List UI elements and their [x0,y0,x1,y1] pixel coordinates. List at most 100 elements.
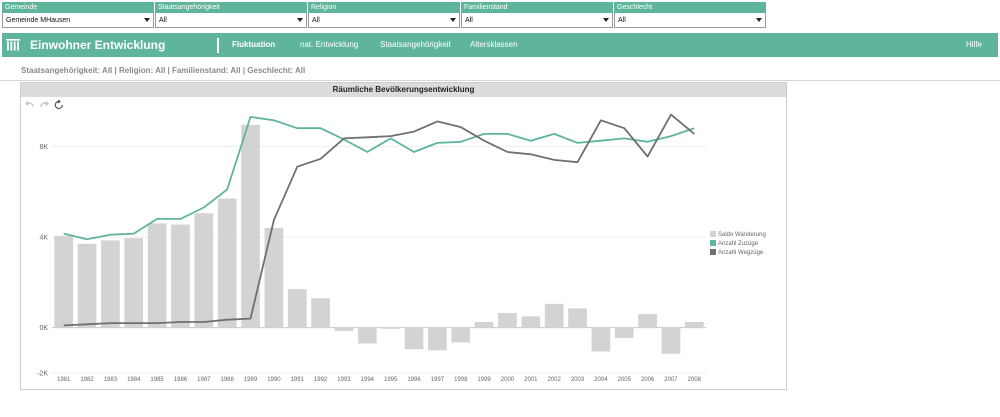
x-tick-label: 1998 [454,377,468,383]
filter-label: Staatsangehörigkeit [155,2,307,13]
legend-label: Anzahl Wegzüge [718,250,764,256]
bar-saldo-wanderung[interactable] [498,312,517,328]
x-tick-label: 1982 [80,377,94,383]
help-link[interactable]: Hilfe [965,40,982,49]
bar-saldo-wanderung[interactable] [638,314,657,328]
filter-staatsangehoerigkeit: Staatsangehörigkeit All [155,2,307,28]
bar-saldo-wanderung[interactable] [147,223,167,328]
bar-saldo-wanderung[interactable] [474,322,494,328]
filter-summary: Staatsangehörigkeit: All | Religion: All… [21,66,306,75]
tab-nat-entwicklung[interactable]: nat. Entwicklung [300,40,359,49]
header-divider [217,38,219,53]
x-tick-label: 2006 [641,377,655,383]
filter-label: Religion [308,2,460,13]
gemeinde-select[interactable]: Gemeinde MHausen [2,13,154,28]
redo-icon[interactable] [39,100,49,110]
bar-saldo-wanderung[interactable] [194,213,214,328]
building-icon [6,39,20,51]
bar-saldo-wanderung[interactable] [334,327,354,332]
bar-saldo-wanderung[interactable] [217,198,237,328]
bar-saldo-wanderung[interactable] [404,327,424,350]
y-tick-label: 8K [39,144,48,151]
bar-saldo-wanderung[interactable] [614,327,634,338]
x-tick-label: 1990 [267,377,281,383]
bar-saldo-wanderung[interactable] [357,327,377,344]
bar-saldo-wanderung[interactable] [521,316,541,328]
legend-label: Saldo Wanderung [718,232,766,238]
chevron-down-icon[interactable] [756,18,762,22]
x-tick-label: 2005 [618,377,632,383]
tab-staatsangehoerigkeit[interactable]: Staatsangehörigkeit [380,40,451,49]
legend-swatch [710,240,716,246]
reset-icon[interactable] [54,100,64,110]
chart-legend: Saldo Wanderung Anzahl Zuzüge Anzahl Wegzü… [710,231,766,258]
divider [0,80,1000,81]
legend-swatch [710,249,716,255]
x-tick-label: 1984 [127,377,141,383]
chevron-down-icon[interactable] [603,18,609,22]
chevron-down-icon[interactable] [144,18,150,22]
x-tick-label: 1981 [57,377,71,383]
x-tick-label: 2003 [571,377,585,383]
bar-saldo-wanderung[interactable] [381,327,401,329]
x-tick-label: 1988 [220,377,234,383]
familienstand-select[interactable]: All [461,13,613,28]
x-tick-label: 1999 [477,377,491,383]
bar-saldo-wanderung[interactable] [311,298,330,328]
x-tick-label: 1987 [197,377,211,383]
chart-panel: Räumliche Bevölkerungsentwicklung -2K 0K 4… [20,82,787,390]
filter-label: Geschlecht [614,2,766,13]
bar-saldo-wanderung[interactable] [54,235,74,328]
x-tick-label: 2001 [524,377,538,383]
filter-value: Gemeinde MHausen [6,17,71,24]
x-tick-label: 2000 [501,377,515,383]
x-tick-label: 2008 [688,377,702,383]
legend-label: Anzahl Zuzüge [718,241,759,247]
geschlecht-select[interactable]: All [614,13,766,28]
religion-select[interactable]: All [308,13,460,28]
tab-altersklassen[interactable]: Altersklassen [470,40,518,49]
x-tick-label: 1983 [104,377,118,383]
bar-saldo-wanderung[interactable] [101,240,120,328]
y-tick-label: -2K [37,371,48,378]
staatsangehoerigkeit-select[interactable]: All [155,13,307,28]
filter-label: Familienstand [461,2,613,13]
bar-saldo-wanderung[interactable] [124,238,144,328]
x-tick-label: 1991 [291,377,305,383]
x-tick-label: 1996 [407,377,421,383]
tab-fluktuation[interactable]: Fluktuation [232,40,276,49]
x-tick-label: 1985 [150,377,164,383]
x-tick-label: 1994 [361,377,375,383]
line-anzahl-wegzuege[interactable] [63,113,695,327]
y-tick-label: 0K [39,325,48,332]
bar-saldo-wanderung[interactable] [684,322,704,328]
bar-saldo-wanderung[interactable] [428,327,447,351]
bar-saldo-wanderung[interactable] [171,224,190,328]
bar-saldo-wanderung[interactable] [264,227,284,328]
filter-value: All [312,17,320,24]
bar-saldo-wanderung[interactable] [591,327,611,352]
legend-item[interactable]: Anzahl Zuzüge [710,240,766,249]
bar-saldo-wanderung[interactable] [661,327,681,354]
undo-icon[interactable] [25,100,35,110]
chevron-down-icon[interactable] [450,18,456,22]
x-tick-label: 1986 [174,377,188,383]
chevron-down-icon[interactable] [297,18,303,22]
bar-saldo-wanderung[interactable] [451,327,471,343]
filter-label: Gemeinde [2,2,154,13]
filter-value: All [465,17,473,24]
bar-saldo-wanderung[interactable] [241,124,260,328]
legend-item[interactable]: Anzahl Wegzüge [710,249,766,258]
line-anzahl-zuzuege[interactable] [63,115,695,241]
bar-saldo-wanderung[interactable] [568,308,587,328]
bar-saldo-wanderung[interactable] [77,243,97,328]
legend-item[interactable]: Saldo Wanderung [710,231,766,240]
chart-canvas: -2K 0K 4K 8K 1981 1982 1983 1984 1985 1986 1987 19… [37,113,706,383]
bar-saldo-wanderung[interactable] [544,303,564,328]
filter-gemeinde: Gemeinde Gemeinde MHausen [2,2,154,28]
filter-religion: Religion All [308,2,460,28]
legend-swatch [710,231,716,237]
filter-value: All [618,17,626,24]
bar-saldo-wanderung[interactable] [287,289,307,328]
x-tick-label: 1995 [384,377,398,383]
